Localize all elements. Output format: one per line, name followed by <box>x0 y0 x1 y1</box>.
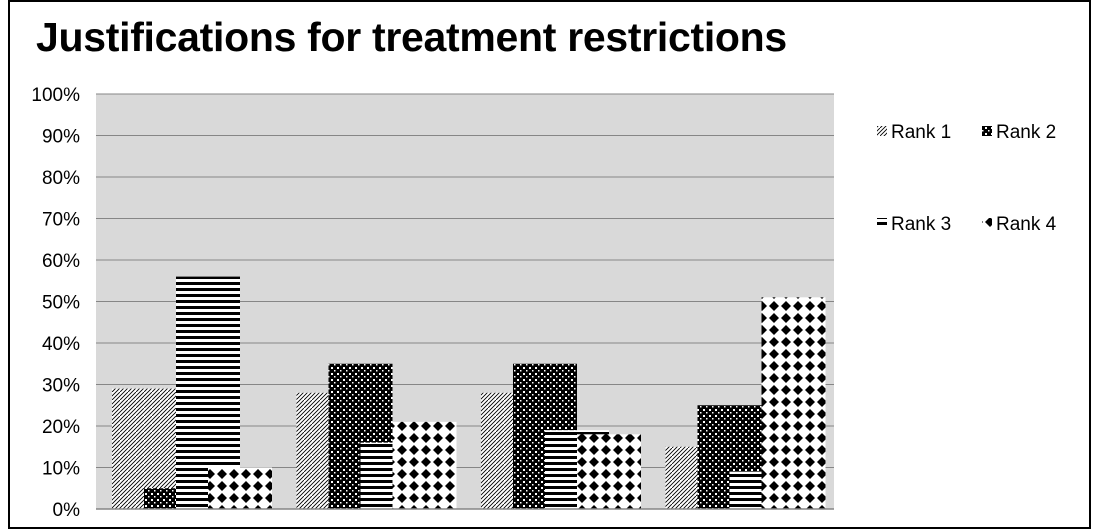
y-tick-label: 70% <box>42 210 80 231</box>
bar-rank-4 <box>761 297 826 509</box>
bar-rank-4 <box>392 421 457 509</box>
legend: Rank 1 Rank 2 Rank 3 Rank 4 <box>877 122 1057 235</box>
chart-title: Justifications for treatment restriction… <box>36 14 787 60</box>
y-axis-tick-labels: 0% 10% 20% 30% 40% 50% 60% 70% 80% 90% 100% <box>31 85 80 521</box>
y-tick-label: 60% <box>42 251 80 272</box>
y-tick-label: 80% <box>42 168 80 189</box>
legend-label-rank-3: Rank 3 <box>891 214 951 235</box>
bar-rank-4 <box>577 434 641 509</box>
y-tick-label: 20% <box>42 417 80 438</box>
legend-swatch-rank-2 <box>982 126 992 136</box>
legend-label-rank-1: Rank 1 <box>891 122 951 143</box>
y-tick-label: 10% <box>42 459 80 480</box>
legend-swatch-rank-4 <box>982 218 992 228</box>
y-tick-label: 0% <box>53 500 81 521</box>
legend-label-rank-2: Rank 2 <box>996 122 1056 143</box>
y-tick-label: 50% <box>42 293 80 314</box>
bar-rank-4 <box>208 467 272 509</box>
legend-swatch-rank-1 <box>877 126 887 136</box>
y-tick-label: 30% <box>42 376 80 397</box>
bars <box>112 276 826 509</box>
legend-label-rank-4: Rank 4 <box>996 214 1057 235</box>
y-tick-label: 90% <box>42 127 80 148</box>
legend-swatch-rank-3 <box>877 218 887 228</box>
y-tick-label: 100% <box>31 85 80 106</box>
y-tick-label: 40% <box>42 334 80 355</box>
